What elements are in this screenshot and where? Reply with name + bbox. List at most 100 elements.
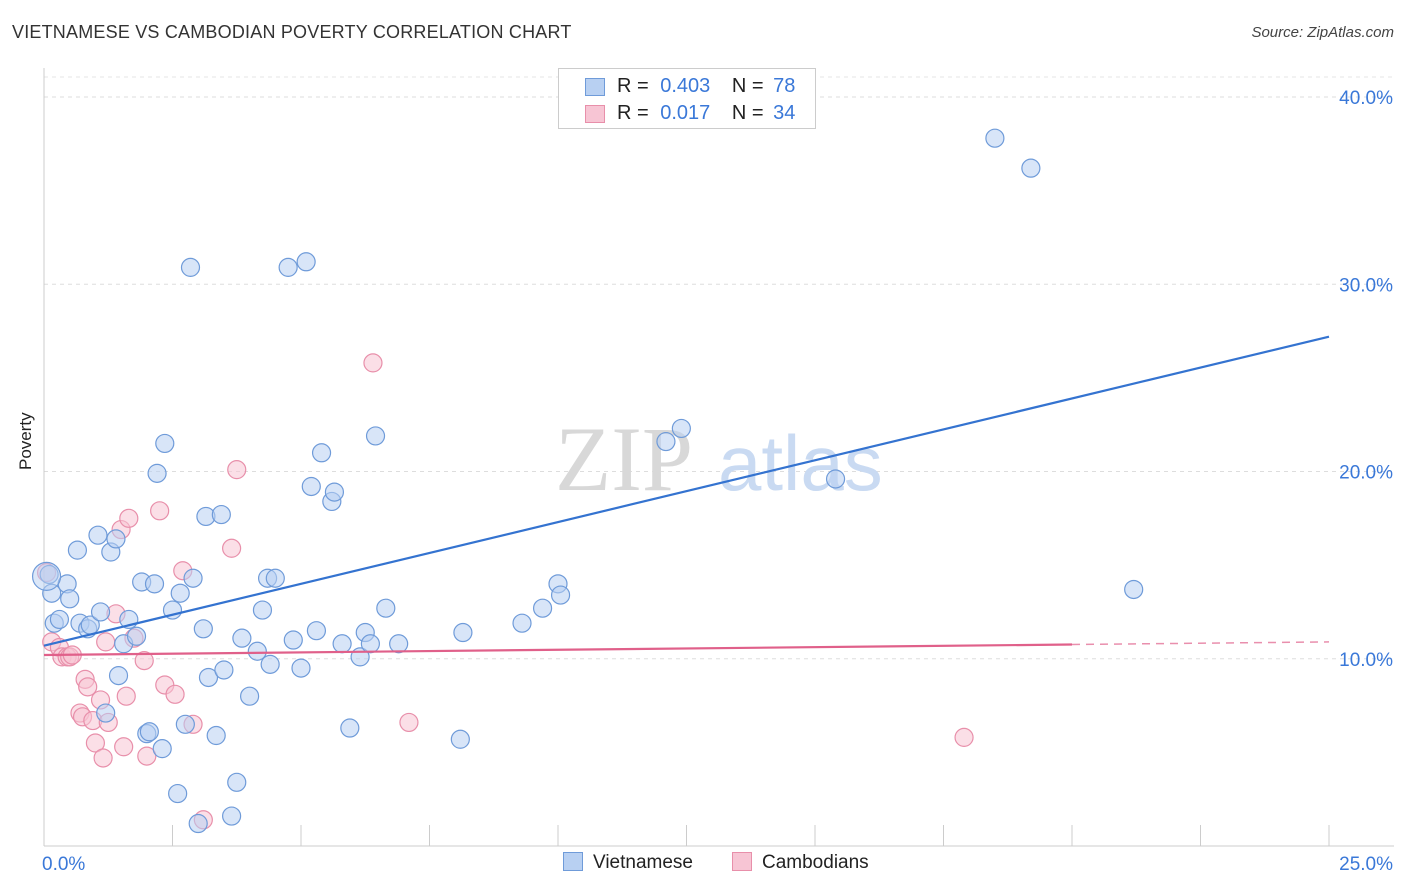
vietnamese-point <box>175 714 195 734</box>
cambodian-point <box>114 737 134 757</box>
vietnamese-point <box>96 703 116 723</box>
vietnamese-point <box>126 626 147 646</box>
vietnamese-swatch <box>585 78 605 96</box>
vietnamese-point <box>311 443 332 463</box>
vietnamese-point <box>144 574 165 594</box>
cambodian-point <box>93 748 113 768</box>
cambodian-point <box>222 538 242 558</box>
watermark: ZIP atlas <box>555 408 883 510</box>
cambodian-point <box>363 353 383 373</box>
vietnamese-point <box>306 621 327 641</box>
vietnamese-point <box>656 431 676 452</box>
cambodian-point <box>85 733 106 753</box>
y-tick-label: 40.0% <box>1339 88 1393 109</box>
vietnamese-point <box>170 583 190 603</box>
vietnamese-point <box>389 634 409 654</box>
cambodian-point <box>165 684 185 704</box>
chart-title: VIETNAMESE VS CAMBODIAN POVERTY CORRELAT… <box>12 22 572 42</box>
vietnamese-point <box>260 654 280 674</box>
y-tick-label: 30.0% <box>1339 275 1393 296</box>
chart-source: Source: ZipAtlas.com <box>1251 24 1394 41</box>
cambodian-r-value: 0.017 <box>660 102 711 124</box>
vietnamese-point <box>283 630 303 650</box>
vietnamese-point <box>88 525 108 545</box>
vietnamese-point <box>227 772 247 792</box>
vietnamese-point <box>340 718 360 738</box>
vietnamese-point <box>155 433 175 454</box>
vietnamese-point <box>291 658 311 678</box>
axes <box>43 68 1394 847</box>
vietnamese-legend-label: Vietnamese <box>593 852 693 873</box>
vietnamese-point <box>453 622 473 643</box>
vietnamese-trend-line <box>43 335 1330 647</box>
vietnamese-legend-swatch <box>563 852 583 871</box>
legend-n-label: N = <box>731 102 764 124</box>
vietnamese-point <box>247 641 267 661</box>
vietnamese-point <box>450 729 470 749</box>
cambodian-n-value: 34 <box>773 102 796 124</box>
cambodian-point <box>78 677 98 697</box>
cambodian-swatch <box>585 105 605 123</box>
tick-labels: 10.0% 20.0% 30.0% 40.0% 0.0% 25.0% <box>42 88 1393 875</box>
cambodian-trend-extension <box>1071 641 1330 646</box>
legend-r-label: R = <box>617 102 649 124</box>
trend-lines <box>43 335 1330 657</box>
vietnamese-point <box>67 540 88 560</box>
vietnamese-point <box>301 476 321 497</box>
vietnamese-point <box>106 529 126 549</box>
vietnamese-point <box>49 609 70 630</box>
vietnamese-point <box>240 686 260 706</box>
cambodian-point <box>116 686 136 706</box>
cambodian-trend-line <box>43 643 1073 657</box>
legend-r-label: R = <box>617 75 649 97</box>
x-tick-label: 25.0% <box>1339 854 1393 875</box>
vietnamese-point <box>90 602 111 622</box>
vietnamese-n-value: 78 <box>773 75 796 97</box>
vietnamese-point <box>108 666 129 686</box>
vietnamese-point <box>180 257 201 277</box>
cambodian-point <box>119 508 139 528</box>
vietnamese-point <box>147 463 167 483</box>
vietnamese-point <box>152 739 172 759</box>
legend-n-label: N = <box>731 75 764 97</box>
vietnamese-point <box>31 561 62 591</box>
cambodian-point <box>137 746 157 766</box>
cambodian-legend-label: Cambodians <box>762 852 869 873</box>
vietnamese-point <box>825 469 846 489</box>
vietnamese-point <box>332 634 352 654</box>
vietnamese-point <box>168 783 188 804</box>
vietnamese-point <box>252 600 273 620</box>
vietnamese-point <box>188 813 208 834</box>
vietnamese-point <box>550 585 571 605</box>
vietnamese-point <box>214 660 234 680</box>
vietnamese-point <box>532 598 553 618</box>
vietnamese-point <box>60 589 80 609</box>
cambodian-point <box>954 727 974 747</box>
vietnamese-point <box>671 418 691 439</box>
vietnamese-point <box>206 725 226 746</box>
vietnamese-point <box>265 568 285 588</box>
vietnamese-point <box>376 598 396 618</box>
cambodian-point <box>399 712 419 733</box>
watermark-zip: ZIP <box>555 408 693 510</box>
vietnamese-point <box>1124 579 1144 600</box>
vietnamese-point <box>232 628 252 648</box>
vietnamese-point <box>183 568 203 588</box>
vietnamese-points <box>31 128 1144 834</box>
vietnamese-point <box>365 426 386 446</box>
grid-lines <box>44 76 1394 660</box>
vietnamese-point <box>512 613 532 633</box>
vietnamese-point <box>985 128 1005 148</box>
vietnamese-point <box>222 806 242 826</box>
bottom-legend-cambodians: Cambodians <box>732 852 869 874</box>
vietnamese-r-value: 0.403 <box>660 75 711 97</box>
vietnamese-point <box>360 634 380 654</box>
stats-legend: R = 0.403 N = 78 R = 0.017 N = 34 <box>558 68 816 129</box>
cambodian-point <box>96 632 116 652</box>
vietnamese-point <box>324 482 345 502</box>
bottom-legend-vietnamese: Vietnamese <box>563 852 693 874</box>
vietnamese-point <box>193 619 213 639</box>
vietnamese-point <box>278 257 298 277</box>
vietnamese-point <box>211 504 231 525</box>
